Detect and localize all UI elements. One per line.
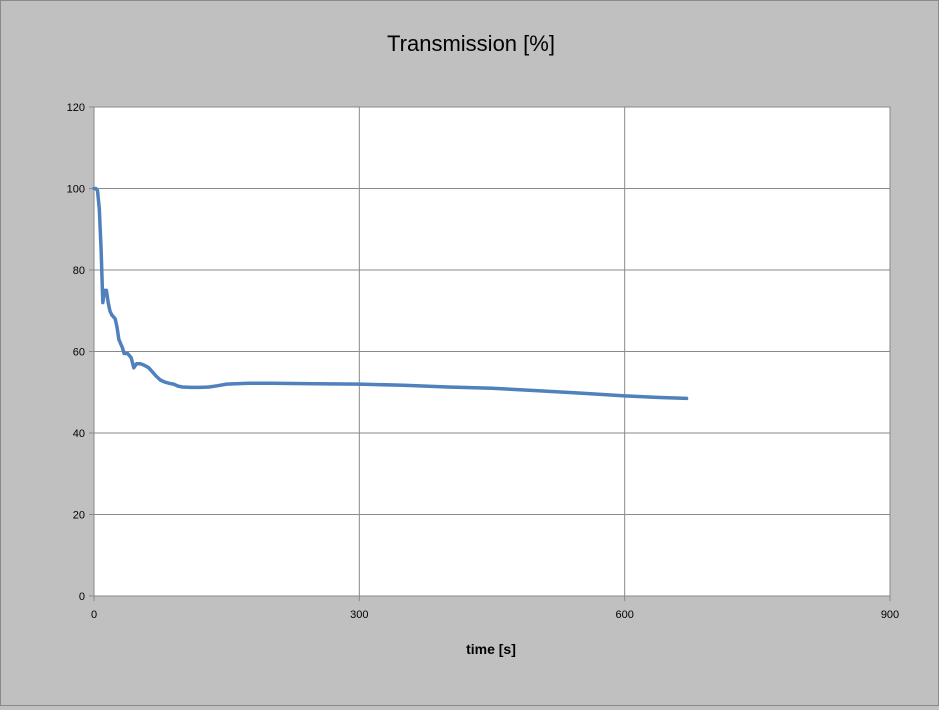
y-tick-label: 60 <box>73 347 85 359</box>
tick-labels: 0 20 40 60 80 100 120 0 300 600 900 <box>67 102 900 621</box>
x-tick-label: 300 <box>350 609 368 621</box>
series-line <box>92 186 689 401</box>
grid-lines <box>94 106 890 596</box>
x-tick-label: 0 <box>91 609 97 621</box>
x-tick-label: 600 <box>615 609 633 621</box>
y-tick-label: 40 <box>73 428 85 440</box>
series-layer <box>92 186 689 401</box>
chart-title: Transmission [%] <box>387 31 555 56</box>
y-tick-label: 20 <box>73 510 85 522</box>
x-tick-label: 900 <box>881 609 899 621</box>
x-axis-label: time [s] <box>466 641 516 657</box>
y-tick-label: 100 <box>67 184 85 196</box>
y-tick-label: 80 <box>73 265 85 277</box>
y-tick-label: 0 <box>79 591 85 603</box>
y-tick-label: 120 <box>67 102 85 114</box>
